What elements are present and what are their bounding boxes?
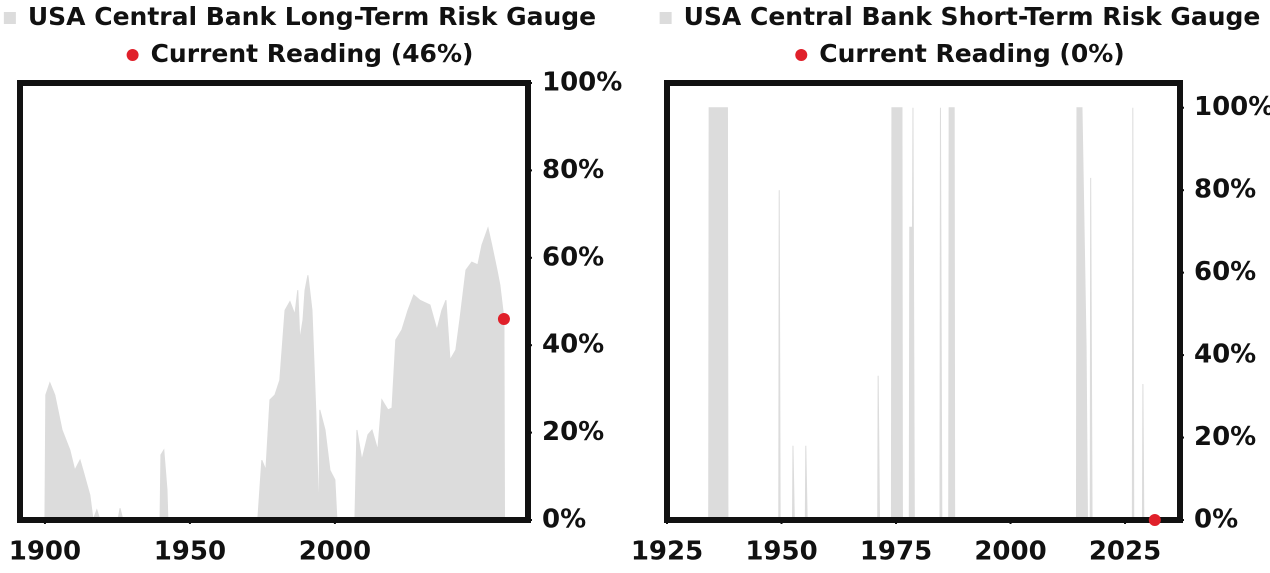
x-tick-label: 1925 xyxy=(631,537,703,567)
legend-marker xyxy=(795,49,808,61)
y-tick-label: 0% xyxy=(1194,505,1238,535)
plot-frame xyxy=(17,80,531,523)
legend-marker xyxy=(659,12,672,24)
x-tick-label: 2000 xyxy=(299,537,371,567)
legend-marker xyxy=(126,49,139,61)
x-tick-label: 1975 xyxy=(860,537,932,567)
legend-label: Current Reading (0%) xyxy=(819,39,1124,68)
current-point xyxy=(1148,514,1161,526)
y-tick-label: 40% xyxy=(542,330,604,360)
legend-label: Current Reading (46%) xyxy=(151,39,474,68)
legend-label: USA Central Bank Short-Term Risk Gauge xyxy=(684,2,1261,31)
y-tick-label: 100% xyxy=(1194,92,1270,122)
plot-frame xyxy=(664,80,1183,523)
x-tick-label: 2000 xyxy=(974,537,1046,567)
x-tick-label: 1950 xyxy=(154,537,226,567)
legend-label: USA Central Bank Long-Term Risk Gauge xyxy=(28,2,596,31)
current-point xyxy=(497,312,510,325)
y-tick-label: 0% xyxy=(542,505,586,535)
x-tick-label: 1900 xyxy=(9,537,81,567)
y-tick-label: 20% xyxy=(1194,422,1256,452)
y-tick-label: 20% xyxy=(542,417,604,447)
y-tick-label: 80% xyxy=(542,155,604,185)
y-tick-label: 80% xyxy=(1194,175,1256,205)
y-tick-label: 100% xyxy=(542,68,622,98)
x-tick-label: 2025 xyxy=(1089,537,1161,567)
area xyxy=(44,226,506,521)
y-tick-label: 60% xyxy=(542,242,604,272)
y-tick-label: 60% xyxy=(1194,257,1256,287)
x-tick-label: 1950 xyxy=(745,537,817,567)
area xyxy=(708,107,1145,521)
y-tick-label: 40% xyxy=(1194,340,1256,370)
legend-marker xyxy=(3,12,16,24)
